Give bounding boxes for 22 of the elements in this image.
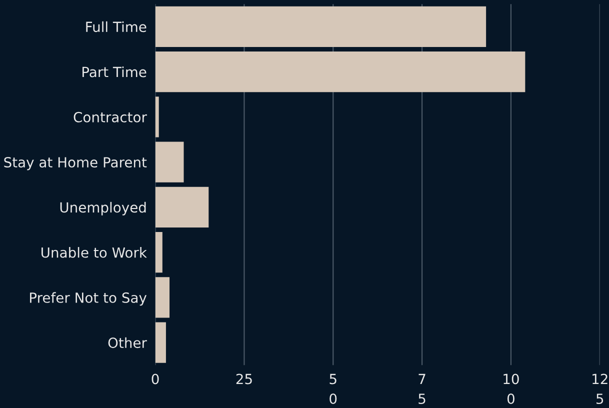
- bar: [155, 142, 184, 182]
- y-tick-label: Other: [108, 337, 147, 348]
- y-tick-label: Unable to Work: [42, 247, 147, 258]
- bar: [155, 322, 166, 363]
- bar: [155, 277, 170, 318]
- bar: [155, 96, 159, 138]
- bar: [155, 186, 209, 228]
- x-tick-label: 25: [236, 374, 252, 384]
- x-tick-label: 5 0: [330, 374, 337, 404]
- x-tick-label: 7 5: [418, 374, 426, 404]
- bar: [155, 232, 162, 273]
- x-tick-label: 12 5: [592, 374, 608, 404]
- bar: [155, 6, 486, 47]
- y-tick-label: Stay at Home Parent: [4, 157, 147, 170]
- y-tick-label: Part Time: [82, 66, 146, 78]
- x-tick-label: 10 0: [504, 374, 519, 404]
- x-tick-label: 0: [152, 374, 159, 384]
- y-tick-label: Unemployed: [60, 202, 146, 216]
- y-tick-label: Full Time: [86, 21, 146, 32]
- y-tick-label: Contractor: [74, 112, 147, 122]
- bar: [155, 51, 526, 92]
- y-tick-label: Prefer Not to Say: [30, 292, 147, 306]
